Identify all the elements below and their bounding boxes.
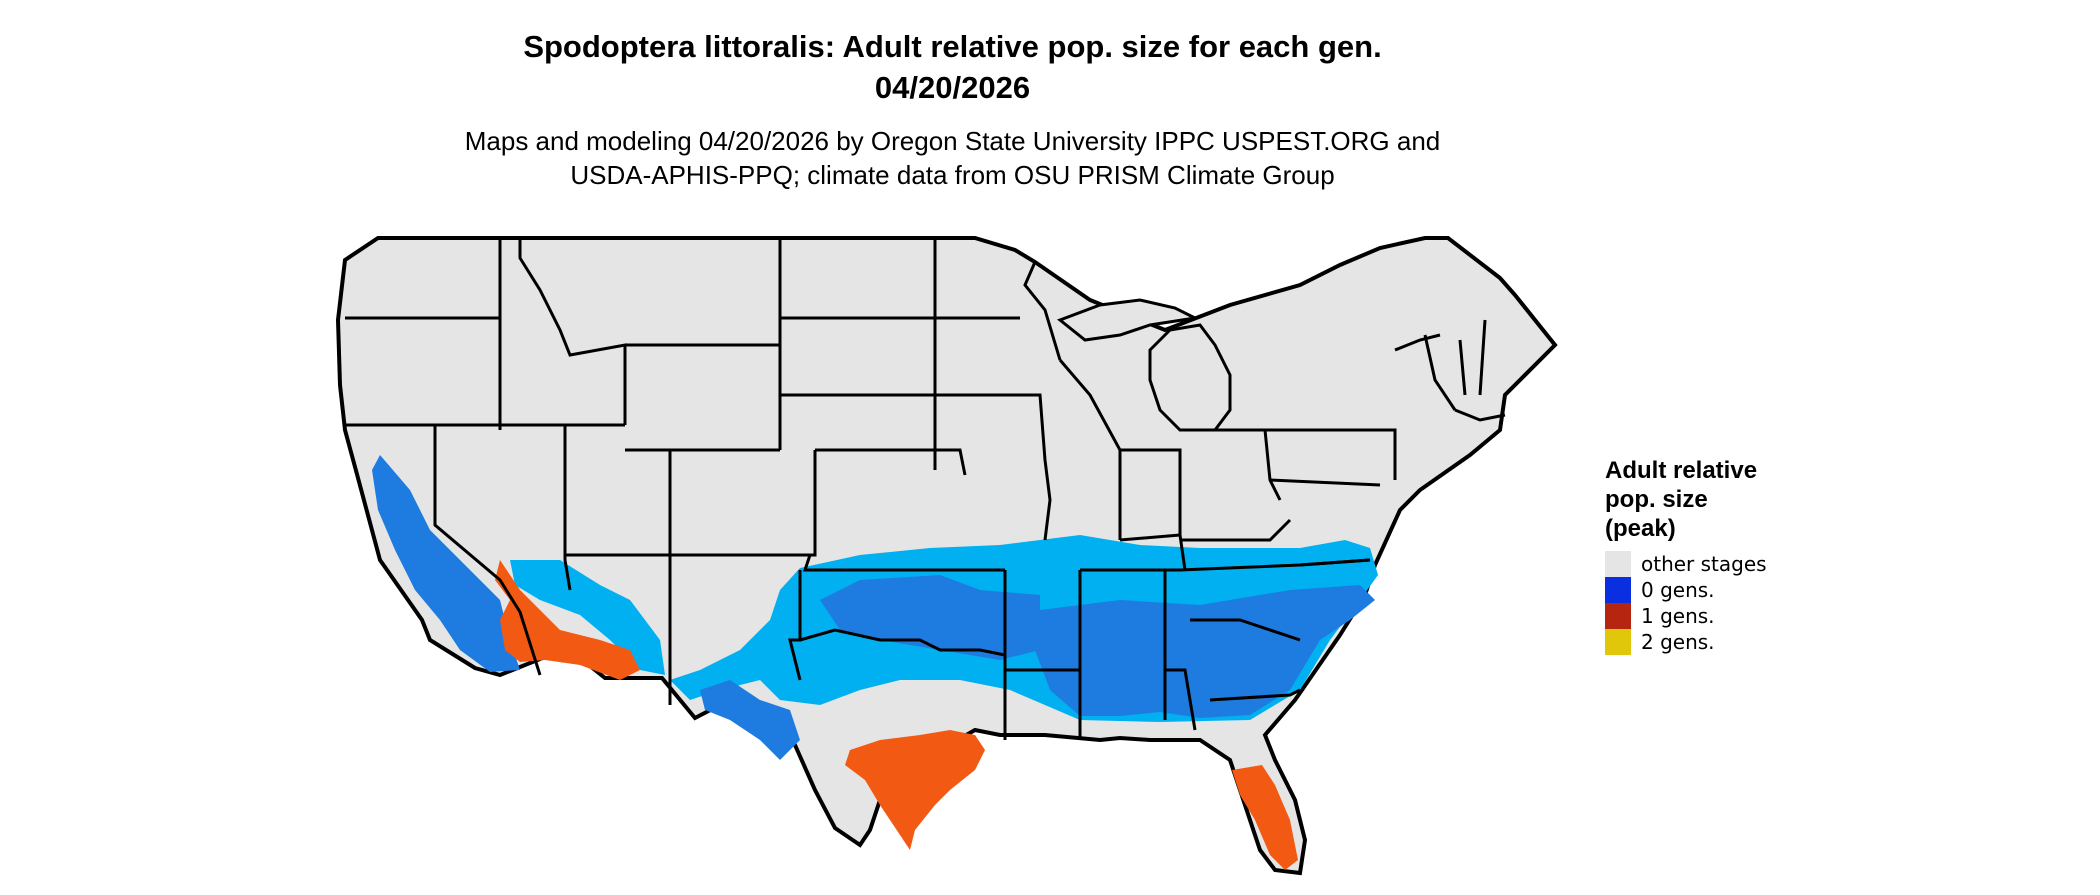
region-orange-florida [1232, 765, 1298, 870]
state-borders [345, 238, 1506, 740]
legend-item-2-gens: 2 gens. [1605, 629, 1905, 655]
michigan-upper [1057, 298, 1200, 342]
region-mid-blue-southeast [1035, 585, 1375, 718]
map-title: Spodoptera littoralis: Adult relative po… [0, 26, 1905, 108]
legend-title-line-2: pop. size [1605, 486, 1708, 513]
legend-item-other-stages: other stages [1605, 551, 1905, 577]
michigan-lower [1148, 323, 1232, 432]
legend-title-line-3: (peak) [1605, 515, 1676, 542]
legend-item-1-gens: 1 gens. [1605, 603, 1905, 629]
legend-title-line-1: Adult relative [1605, 457, 1758, 484]
region-orange-texas [845, 730, 985, 850]
legend-label-0-gens: 0 gens. [1641, 578, 1715, 602]
region-mid-blue-california [372, 455, 520, 672]
legend-label-other-stages: other stages [1641, 552, 1767, 576]
legend-item-0-gens: 0 gens. [1605, 577, 1905, 603]
title-line-2: 04/20/2026 [874, 70, 1031, 105]
legend-swatch-other-stages [1605, 551, 1631, 577]
title-line-1: Spodoptera littoralis: Adult relative po… [523, 29, 1382, 64]
region-mid-blue-southwest [510, 560, 665, 675]
legend-swatch-1-gens [1605, 603, 1631, 629]
subtitle-line-2: USDA-APHIS-PPQ; climate data from OSU PR… [570, 160, 1335, 190]
legend-swatch-0-gens [1605, 577, 1631, 603]
map-subtitle: Maps and modeling 04/20/2026 by Oregon S… [0, 124, 1905, 192]
legend-swatch-2-gens [1605, 629, 1631, 655]
legend-label-1-gens: 1 gens. [1641, 604, 1715, 628]
legend-label-2-gens: 2 gens. [1641, 630, 1715, 654]
legend: Adult relative pop. size (peak) other st… [1605, 456, 1905, 655]
legend-title: Adult relative pop. size (peak) [1605, 456, 1905, 543]
region-mid-blue-west-texas [700, 680, 800, 760]
subtitle-line-1: Maps and modeling 04/20/2026 by Oregon S… [464, 126, 1441, 156]
us-map [335, 236, 1558, 876]
